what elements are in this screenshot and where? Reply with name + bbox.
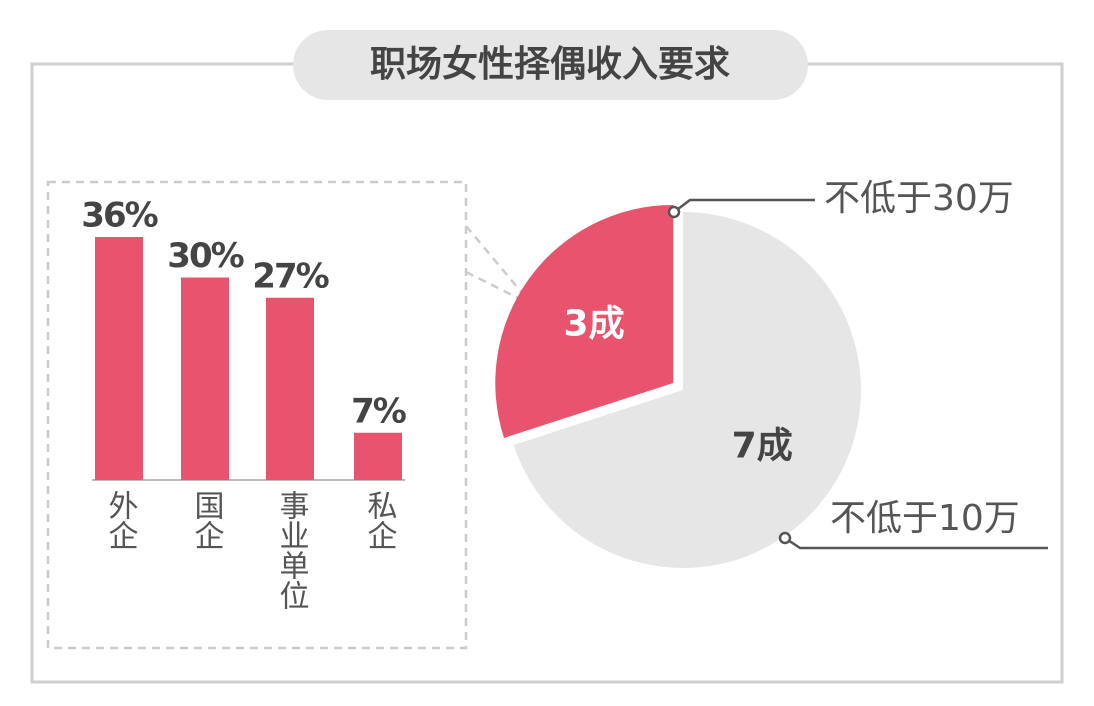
legend-label: 不低于10万	[830, 498, 1020, 539]
bar	[95, 237, 143, 480]
pie-slice	[495, 204, 674, 438]
connector	[465, 225, 529, 301]
value-label: 30%	[167, 236, 243, 276]
category-label: 私企	[362, 490, 398, 550]
category-label: 外企	[103, 490, 139, 550]
bar	[354, 432, 402, 480]
slice-label: 3成	[564, 303, 625, 344]
bar	[266, 297, 314, 480]
pie-slice	[513, 212, 861, 568]
title-pill	[293, 30, 808, 100]
leader-dot	[778, 531, 792, 545]
leader-dot	[667, 205, 681, 219]
leaders	[667, 198, 1048, 550]
connector	[465, 270, 523, 302]
slice-label: 7成	[732, 426, 793, 467]
legend-label: 不低于30万	[824, 178, 1014, 219]
value-label: 36%	[81, 196, 157, 236]
value-label: 27%	[252, 256, 328, 296]
title: 职场女性择偶收入要求	[370, 44, 730, 85]
category-label: 国企	[189, 490, 225, 550]
leader-line	[673, 198, 815, 213]
value-label: 7%	[351, 391, 406, 431]
bar	[181, 277, 229, 480]
bar-box	[46, 180, 468, 650]
leader-line	[784, 536, 1048, 550]
category-label: 事业单位	[274, 490, 309, 610]
